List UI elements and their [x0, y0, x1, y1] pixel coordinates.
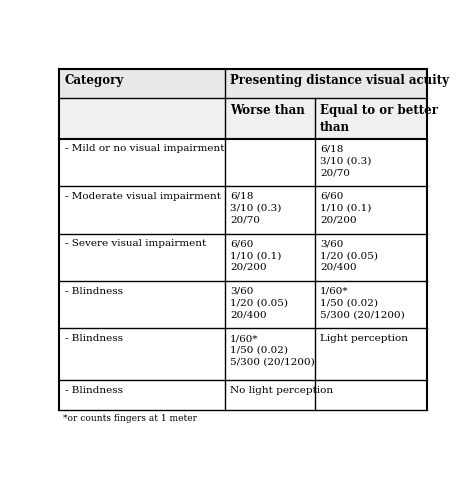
Text: 1/60*
1/50 (0.02)
5/300 (20/1200): 1/60* 1/50 (0.02) 5/300 (20/1200) — [320, 286, 405, 319]
Bar — [59, 70, 427, 99]
Text: No light perception: No light perception — [230, 385, 333, 394]
Text: 6/18
3/10 (0.3)
20/70: 6/18 3/10 (0.3) 20/70 — [230, 191, 282, 224]
Text: - Blindness: - Blindness — [65, 286, 123, 295]
Text: 6/60
1/10 (0.1)
20/200: 6/60 1/10 (0.1) 20/200 — [320, 191, 372, 224]
Text: Equal to or better
than: Equal to or better than — [320, 103, 438, 134]
Text: 6/18
3/10 (0.3)
20/70: 6/18 3/10 (0.3) 20/70 — [320, 144, 372, 177]
Text: Category: Category — [65, 74, 124, 87]
Text: Light perception: Light perception — [320, 333, 408, 342]
Text: 3/60
1/20 (0.05)
20/400: 3/60 1/20 (0.05) 20/400 — [320, 239, 378, 271]
Text: - Moderate visual impairment: - Moderate visual impairment — [65, 191, 221, 201]
Text: 1/60*
1/50 (0.02)
5/300 (20/1200): 1/60* 1/50 (0.02) 5/300 (20/1200) — [230, 333, 315, 366]
Text: - Blindness: - Blindness — [65, 333, 123, 342]
Text: - Blindness: - Blindness — [65, 385, 123, 394]
Text: - Severe visual impairment: - Severe visual impairment — [65, 239, 206, 248]
Text: Worse than: Worse than — [230, 103, 305, 117]
Bar — [59, 99, 427, 140]
Text: - Mild or no visual impairment: - Mild or no visual impairment — [65, 144, 224, 153]
Text: *or counts fingers at 1 meter: *or counts fingers at 1 meter — [63, 413, 197, 422]
Text: Presenting distance visual acuity: Presenting distance visual acuity — [230, 74, 449, 87]
Text: 3/60
1/20 (0.05)
20/400: 3/60 1/20 (0.05) 20/400 — [230, 286, 288, 319]
Text: 6/60
1/10 (0.1)
20/200: 6/60 1/10 (0.1) 20/200 — [230, 239, 282, 271]
